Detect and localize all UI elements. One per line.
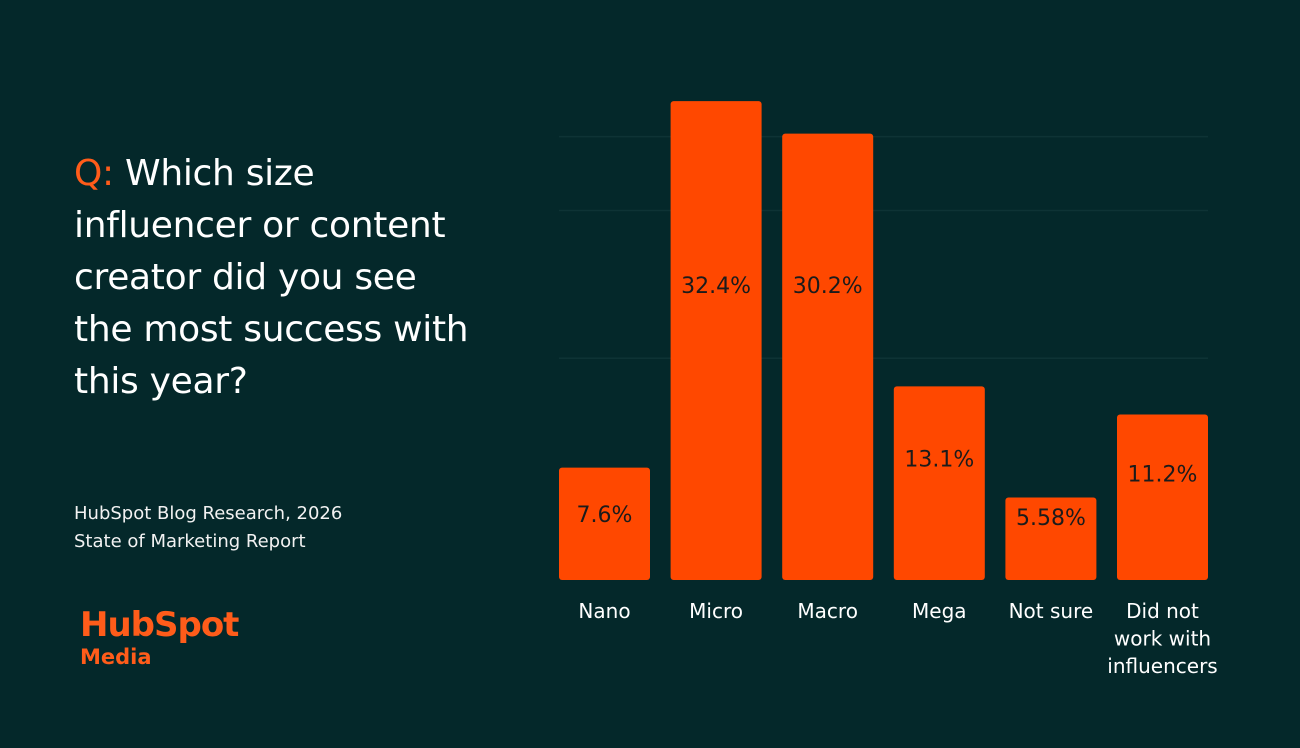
bar-micro	[670, 101, 762, 581]
question-heading: Q: Which size influencer or content crea…	[74, 148, 474, 408]
category-label: Did not	[1126, 599, 1199, 623]
data-label: 11.2%	[1128, 462, 1198, 487]
category-label: Mega	[912, 599, 967, 623]
data-label: 30.2%	[793, 274, 863, 299]
logo-brand: HubSpot	[80, 605, 239, 645]
source-line-1: HubSpot Blog Research, 2026	[74, 503, 343, 524]
bar-did-not-work-with-influencers	[1117, 414, 1208, 580]
category-label: Nano	[578, 599, 630, 623]
logo-sub: Media	[80, 645, 152, 669]
data-label: 13.1%	[904, 447, 974, 472]
question-text: Which size influencer or content creator…	[74, 153, 469, 402]
hubspot-media-logo: HubSpot Media	[80, 605, 239, 670]
category-label: Macro	[797, 599, 858, 623]
category-label: Not sure	[1009, 599, 1094, 623]
bar-nano	[559, 467, 650, 580]
category-label: work with	[1114, 627, 1211, 651]
bar-macro	[782, 133, 874, 581]
bar-mega	[893, 386, 985, 580]
data-label: 5.58%	[1016, 506, 1086, 531]
data-label: 7.6%	[577, 503, 633, 528]
bar-not-sure	[1005, 497, 1097, 580]
data-label: 32.4%	[681, 274, 751, 299]
source-citation: HubSpot Blog Research, 2026 State of Mar…	[74, 500, 342, 556]
category-label: Micro	[689, 599, 743, 623]
category-label: influencers	[1107, 654, 1217, 678]
question-prefix: Q:	[74, 153, 114, 194]
source-line-2: State of Marketing Report	[74, 531, 306, 552]
